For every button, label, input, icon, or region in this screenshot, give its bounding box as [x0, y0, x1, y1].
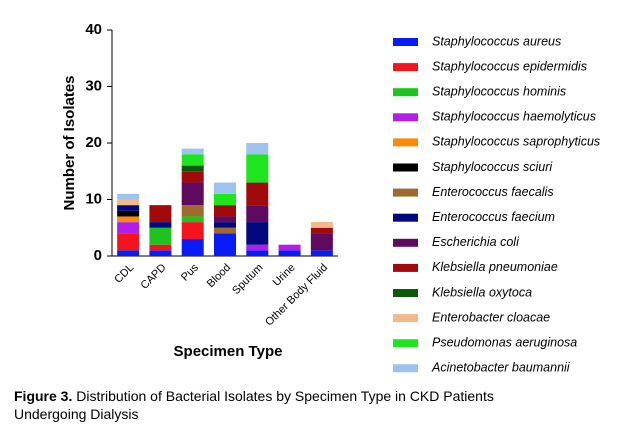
bar-segment	[149, 250, 172, 256]
bar-segment	[246, 154, 269, 183]
bar-segment	[181, 222, 204, 240]
bar-segment	[214, 205, 236, 217]
bar-segment	[278, 250, 301, 256]
legend-swatch	[393, 113, 418, 122]
bar-segment	[117, 233, 140, 251]
legend-swatch	[393, 238, 418, 247]
caption: Figure 3. Distribution of Bacterial Isol…	[14, 387, 514, 423]
y-tick-label: 40	[85, 21, 102, 38]
bar-segment	[117, 250, 140, 256]
legend-label: Klebsiella pneumoniae	[432, 260, 558, 274]
bar-segment	[214, 233, 236, 256]
legend-swatch	[393, 188, 418, 197]
bar-segment	[246, 205, 269, 223]
legend-label: Staphylococcus epidermidis	[432, 59, 587, 73]
legend-swatch	[393, 263, 418, 272]
legend-label: Staphylococcus haemolyticus	[432, 110, 596, 124]
bar-segment	[310, 227, 333, 234]
bar-segment	[246, 222, 269, 245]
x-tick-label: CDL	[112, 262, 136, 286]
bar-segment	[278, 244, 301, 251]
y-tick-label: 0	[94, 247, 102, 264]
legend-swatch	[393, 38, 418, 46]
bar-segment	[181, 182, 204, 206]
chart: Specimen Type Number of Isolates 0 10 20 30…	[61, 21, 600, 375]
bar-segment	[117, 205, 140, 211]
bar-segment	[149, 227, 172, 245]
x-tick-label: Other Body Fluid	[263, 262, 330, 329]
bar-segment	[310, 233, 333, 251]
x-tick-label: Blood	[205, 262, 233, 290]
legend-label: Staphylococcus sciuri	[432, 160, 553, 174]
bar-segment	[246, 182, 269, 206]
bar-segment	[310, 222, 333, 228]
bar-segment	[181, 239, 204, 256]
legend-swatch	[393, 339, 418, 348]
bar-segment	[214, 227, 236, 234]
bar-segment	[214, 182, 236, 194]
legend-label: Pseudomonas aeruginosa	[432, 335, 577, 349]
y-tick-label: 10	[85, 190, 102, 207]
bar-segment	[246, 143, 269, 155]
bar-segment	[181, 148, 204, 155]
y-tick-label: 30	[85, 77, 102, 94]
bar-segment	[117, 210, 140, 217]
x-tick-label: Sputum	[230, 262, 265, 297]
bar-segment	[310, 250, 333, 256]
legend-swatch	[393, 213, 418, 222]
legend-label: Staphylococcus aureus	[432, 34, 561, 48]
bar-segment	[181, 154, 204, 166]
legend-swatch	[393, 88, 418, 97]
bar-segment	[246, 250, 269, 256]
legend-label: Klebsiella oxytoca	[432, 285, 532, 299]
y-axis-label: Number of Isolates	[61, 75, 78, 210]
bar-segment	[214, 193, 236, 206]
bar-segment	[214, 222, 236, 228]
bar-segment	[246, 244, 269, 251]
bar-segment	[181, 216, 204, 223]
legend-swatch	[393, 364, 418, 373]
legend-label: Staphylococcus saprophyticus	[432, 135, 600, 149]
legend-swatch	[393, 138, 418, 147]
legend-swatch	[393, 314, 418, 323]
bar-segment	[181, 205, 204, 217]
legend-swatch	[393, 289, 418, 297]
x-tick-label: Pus	[179, 261, 201, 283]
bar-segment	[117, 199, 140, 206]
legend-label: Acinetobacter baumannii	[431, 361, 571, 375]
bar-segment	[214, 216, 236, 223]
bar-segment	[117, 216, 140, 223]
bar-segment	[117, 193, 140, 200]
x-tick-label: Urine	[271, 262, 298, 289]
legend-label: Enterococcus faecium	[432, 210, 555, 224]
bar-segment	[149, 205, 172, 223]
figure-label: Figure 3.	[14, 388, 73, 404]
x-tick-label: CAPD	[139, 262, 169, 292]
bar-segment	[181, 165, 204, 172]
bar-segment	[117, 222, 140, 234]
legend-swatch	[393, 163, 418, 172]
bar-segment	[181, 171, 204, 183]
legend-swatch	[393, 63, 418, 72]
caption-text: Distribution of Bacterial Isolates by Sp…	[14, 388, 494, 422]
bar-segment	[149, 222, 172, 228]
y-tick-label: 20	[85, 134, 102, 151]
legend-label: Enterobacter cloacae	[432, 310, 550, 324]
legend-label: Staphylococcus hominis	[432, 84, 566, 98]
x-axis-label: Specimen Type	[174, 343, 283, 360]
bar-segment	[149, 244, 172, 251]
legend-label: Escherichia coli	[432, 235, 520, 249]
legend-label: Enterococcus faecalis	[432, 185, 554, 199]
